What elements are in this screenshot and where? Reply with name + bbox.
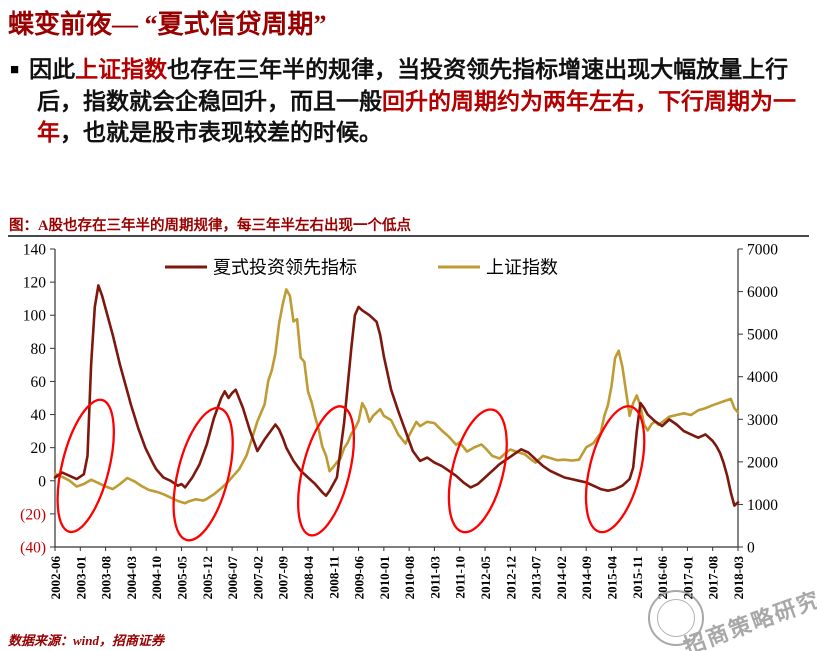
left-axis-tick-label: 80 [31,341,47,358]
x-axis-tick-label: 2007-02 [250,556,265,599]
x-axis-tick-label: 2005-05 [174,556,189,600]
x-axis-tick-label: 2018-03 [731,556,746,600]
left-axis-tick-label: 140 [23,242,47,259]
x-axis-tick-label: 2017-08 [706,556,721,600]
x-axis-tick-label: 2007-09 [276,556,291,600]
x-axis-tick-label: 2012-05 [478,556,493,600]
right-axis-tick-label: 4000 [747,369,778,386]
page-title: 蝶变前夜— “夏式信贷周期” [8,10,327,39]
x-axis-tick-label: 2010-01 [377,556,392,599]
left-axis-tick-label: 0 [38,473,46,490]
left-axis-tick-label: 40 [31,407,47,424]
data-source-note: 数据来源：wind，招商证券 [8,633,165,648]
x-axis-tick-label: 2013-07 [529,556,544,600]
right-axis-tick-label: 3000 [747,412,778,429]
right-axis-tick-label: 6000 [747,284,778,301]
text-segment: 因此 [29,57,76,82]
highlight-ellipse [584,405,646,534]
series-line-shanghai-index [53,288,740,505]
left-axis-tick-label: (20) [20,506,46,523]
x-axis-tick-label: 2009-06 [352,556,367,600]
brand-seal-inner-ring [657,599,695,637]
x-axis-tick-label: 2005-12 [200,556,215,599]
x-axis-tick-label: 2012-12 [503,556,518,599]
watermark: 招商策略研究 [640,572,817,651]
highlight-ellipse [172,406,234,542]
x-axis-tick-label: 2015-11 [630,556,645,599]
x-axis-tick-label: 2011-10 [453,556,468,599]
bullet-marker-icon: ■ [10,62,20,78]
legend-label: 上证指数 [486,258,558,278]
text-segment-highlight: 上证指数 [75,57,168,82]
legend-label: 夏式投资领先指标 [213,258,357,278]
left-axis-tick-label: (40) [20,540,46,557]
caption-divider [8,235,809,237]
x-axis-tick-label: 2017-01 [680,556,695,599]
series-line-leading-indicator [53,284,740,507]
right-axis-tick-label: 1000 [747,497,778,514]
x-axis-tick-label: 2003-01 [73,556,88,599]
x-axis-tick-label: 2015-04 [605,556,620,600]
x-axis-tick-label: 2014-09 [579,556,594,600]
right-axis-tick-label: 0 [747,540,755,557]
right-axis-tick-label: 5000 [747,327,778,344]
text-segment: ，也就是股市表现较差的时候。 [60,120,382,145]
cycle-chart: 140 120 100 80 60 40 20 0 (20) (40) 7000 6000 5000 40… [20,242,778,600]
text-segment: 也存在三年半的规律，当投资领先指标增速出现大幅放量上行后，指数就会企稳回升，而且… [37,57,789,114]
x-axis-tick-label: 2004-10 [149,556,164,599]
right-axis-tick-label: 7000 [747,242,778,259]
left-axis-tick-label: 100 [23,308,47,325]
x-axis-tick-label: 2008-11 [326,556,341,599]
figure-caption: 图：A股也存在三年半的周期规律，每三年半左右出现一个低点 [9,218,411,234]
x-axis-tick-label: 2010-08 [402,556,417,600]
brand-seal-icon [648,590,704,646]
x-axis-tick-label: 2006-07 [225,556,240,600]
highlight-ellipse [56,398,115,534]
right-axis-tick-label: 2000 [747,454,778,471]
highlight-ellipse [297,405,356,537]
x-axis-tick-label: 2003-08 [99,556,114,600]
highlight-ellipse [447,408,508,534]
left-axis-tick-label: 120 [23,275,47,292]
x-axis-tick-label: 2002-06 [48,556,63,600]
x-axis-tick-label: 2014-02 [554,556,569,599]
x-axis-tick-label: 2008-04 [301,556,316,600]
text-segment-highlight: 回升的周期约为两年左右，下行周期为一年 [37,89,796,145]
bullet-paragraph: ■ 因此上证指数也存在三年半的规律，当投资领先指标增速出现大幅放量上行后，指数就会… [10,54,806,148]
left-axis-tick-label: 60 [31,374,47,391]
x-axis-tick-label: 2011-03 [427,556,442,599]
x-axis-tick-label: 2016-06 [655,556,670,600]
x-axis-tick-label: 2004-03 [124,556,139,600]
left-axis-tick-label: 20 [31,440,47,457]
